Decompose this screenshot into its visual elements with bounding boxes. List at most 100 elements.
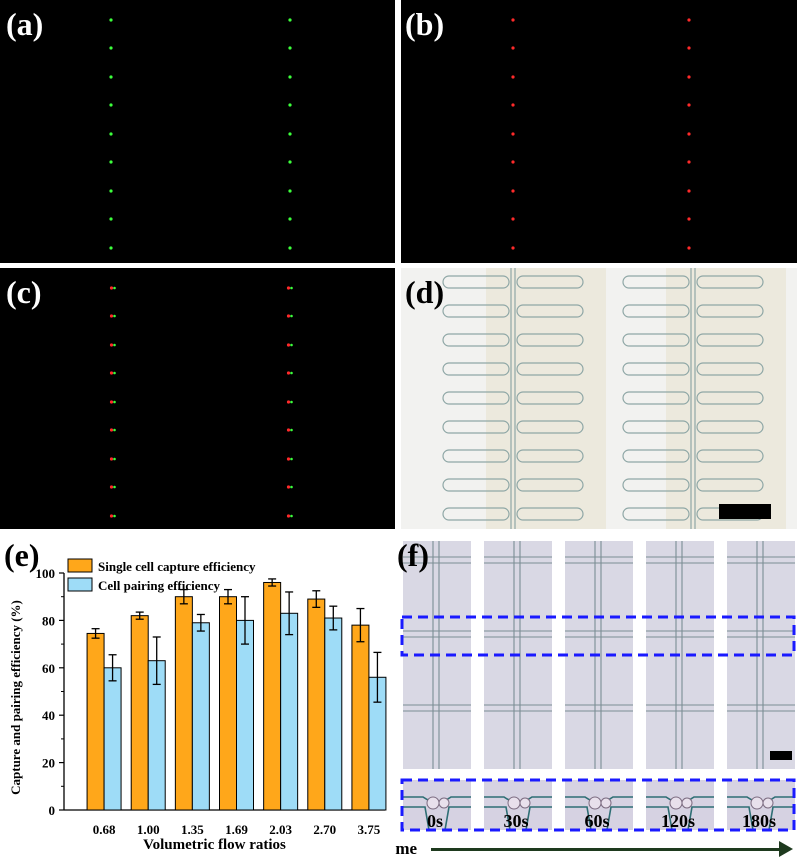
cell-dot-red <box>286 485 291 489</box>
trap-loop <box>622 333 690 347</box>
bar-single-cell <box>174 596 193 811</box>
cell-dot <box>511 18 515 22</box>
trap-loop <box>622 391 690 405</box>
cell-dot-red <box>109 286 114 290</box>
trap-loop <box>442 304 510 318</box>
bar-single-cell <box>307 598 326 811</box>
time-point-0s: 0s <box>426 811 443 831</box>
bar-single-cell <box>263 581 282 811</box>
x-axis-label: Volumetric flow ratios <box>143 837 286 853</box>
cell-dot-red <box>109 457 114 461</box>
cell-dot <box>109 132 113 136</box>
cell-dot <box>288 132 292 136</box>
zoom-channel <box>444 806 471 831</box>
cell-dot-green <box>113 286 116 290</box>
time-axis-label: time <box>395 839 418 857</box>
cell-dot-green <box>113 514 116 518</box>
cell-dot-red <box>286 343 291 347</box>
trap-loop <box>516 275 584 289</box>
cell-dot <box>687 217 691 221</box>
trap-loop <box>622 478 690 492</box>
cell-dot <box>288 46 292 50</box>
x-tick-label: 1.69 <box>225 822 248 837</box>
cell-dot-red <box>109 428 114 432</box>
time-point-120s: 120s <box>660 811 695 831</box>
channel-band-left <box>486 268 606 529</box>
cell <box>588 796 602 810</box>
cell-dot <box>288 189 292 193</box>
cell-dot <box>687 246 691 250</box>
trap-loop <box>516 449 584 463</box>
trap-loop <box>516 478 584 492</box>
panel-e-label: (e) <box>4 537 40 573</box>
cell-dot <box>687 18 691 22</box>
cell-dot <box>109 103 113 107</box>
zoom-channel <box>687 806 714 831</box>
cell-dot <box>288 18 292 22</box>
cell-dot-green <box>290 371 293 375</box>
cell-dot <box>687 103 691 107</box>
zoom-channel <box>565 806 592 831</box>
y-tick-label: 100 <box>36 566 56 581</box>
zoom-channel <box>646 806 673 831</box>
red-cells-image <box>511 18 691 250</box>
trap-loop <box>516 391 584 405</box>
y-tick-label: 20 <box>42 756 55 771</box>
cell-dot <box>288 160 292 164</box>
cell-dot-green <box>113 371 116 375</box>
scale-bar <box>719 504 771 519</box>
trap-loop <box>696 449 764 463</box>
panel-c-label: (c) <box>6 274 42 310</box>
trap-loop <box>696 333 764 347</box>
green-cells-image <box>109 18 292 250</box>
bar-cell-pairing <box>280 612 299 811</box>
zoom-channel <box>484 806 511 831</box>
trap-loop <box>696 391 764 405</box>
panel-a-label: (a) <box>6 6 44 42</box>
efficiency-chart: Capture and pairing efficiency (%) Volum… <box>8 558 387 853</box>
cell-dot-green <box>290 457 293 461</box>
cell-dot-green <box>113 343 116 347</box>
x-tick-label: 2.03 <box>269 822 292 837</box>
bar-single-cell <box>86 632 105 811</box>
cell-dot <box>288 103 292 107</box>
time-arrow <box>431 848 781 851</box>
cell-dot <box>687 189 691 193</box>
cell-dot <box>511 46 515 50</box>
channel-band-right <box>666 268 786 529</box>
trap-loop <box>696 304 764 318</box>
cell-dot-red <box>286 286 291 290</box>
cell-dot <box>109 75 113 79</box>
cell-dot-red <box>286 314 291 318</box>
bar-cell-pairing <box>236 619 254 811</box>
time-point-60s: 60s <box>584 811 610 831</box>
cell-dot <box>511 75 515 79</box>
panel-e-bar-chart: (e) Capture and pairing efficiency (%) V… <box>0 535 395 857</box>
bar-cell-pairing <box>103 667 122 811</box>
cell-dot <box>511 103 515 107</box>
cell-dot <box>288 217 292 221</box>
trap-loop <box>442 449 510 463</box>
y-tick-label: 80 <box>42 613 55 628</box>
cell-dot <box>288 246 292 250</box>
cell <box>507 796 521 810</box>
cell-dot-green <box>113 485 116 489</box>
cell <box>681 797 693 809</box>
cell <box>426 796 440 810</box>
cell-dot <box>109 46 113 50</box>
trap-loop <box>516 362 584 376</box>
panel-f-label: (f) <box>397 537 429 573</box>
cell <box>600 797 612 809</box>
cell-dot <box>109 217 113 221</box>
cell-dot <box>288 75 292 79</box>
bar-single-cell <box>219 596 237 811</box>
trap-loop <box>696 362 764 376</box>
cell-dot-red <box>286 400 291 404</box>
cell-dot-green <box>290 485 293 489</box>
bar-cell-pairing <box>324 617 343 811</box>
cell-dot-red <box>109 371 114 375</box>
time-arrow-head <box>779 841 793 857</box>
cell-dot <box>687 160 691 164</box>
x-tick-label: 2.70 <box>313 822 336 837</box>
cell-dot-green <box>290 514 293 518</box>
